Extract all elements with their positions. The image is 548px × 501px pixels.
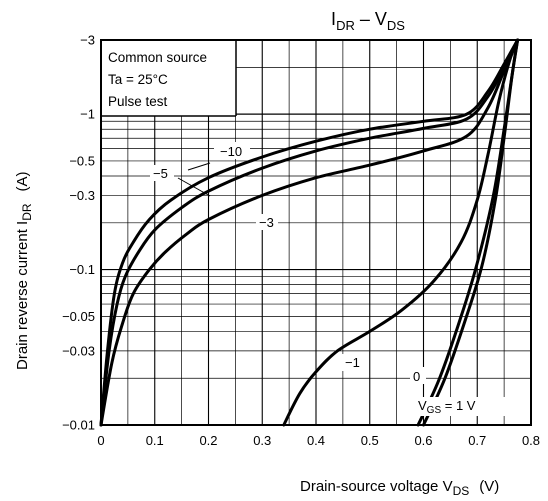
label-bg-0 <box>410 367 426 384</box>
label-bg-vgs <box>414 397 522 416</box>
leader-minus5 <box>177 177 211 197</box>
vgs-rest: = 1 V <box>441 398 476 413</box>
title-mid: – V <box>355 9 387 29</box>
x-tick-label: 0.2 <box>199 433 217 448</box>
label-bg-m1 <box>340 354 364 371</box>
conditions-box <box>101 40 236 116</box>
x-tick-label: 0.3 <box>253 433 271 448</box>
y-tick-label: −0.3 <box>69 188 95 203</box>
label-bg-m5 <box>150 165 174 181</box>
series-curve-0 <box>99 38 520 427</box>
x-tick-label: 0.4 <box>307 433 325 448</box>
curve-labels: −10 −5 −3 −1 0 VGS = 1 V <box>150 142 522 416</box>
y-tick-label: −0.1 <box>69 262 95 277</box>
series-curve-3 <box>282 38 520 427</box>
y-tick-label: −0.5 <box>69 153 95 168</box>
label-bg-m10 <box>214 142 250 159</box>
x-tick-label: 0.7 <box>468 433 486 448</box>
y-tick-label: −0.01 <box>62 418 95 433</box>
x-axis-label-unit: (V) <box>479 478 499 495</box>
curve-label-minus10: −10 <box>220 144 242 159</box>
curve-label-minus1: −1 <box>345 355 360 370</box>
y-tick-label: −3 <box>80 33 95 48</box>
condition-line-1: Common source <box>108 50 207 65</box>
leader-minus10 <box>187 162 211 171</box>
curve-label-0: 0 <box>413 369 420 384</box>
x-tick-labels: 0 0.1 0.2 0.3 0.4 0.5 0.6 0.7 0.8 <box>97 433 540 448</box>
vgs-sub: GS <box>427 405 442 416</box>
series-curve-1 <box>99 38 520 427</box>
curve-label-minus3: −3 <box>259 215 274 230</box>
series-curve-5 <box>422 38 520 427</box>
x-tick-label: 0 <box>97 433 104 448</box>
title-main: I <box>331 9 336 29</box>
y-tick-label: −1 <box>80 107 95 122</box>
series-curve-2 <box>99 38 520 427</box>
y-axis-label-main: Drain reverse current I <box>14 221 31 370</box>
y-axis-label: Drain reverse current IDR (A) <box>14 171 34 370</box>
title-sub1: DR <box>336 18 355 33</box>
y-tick-labels: −0.01 −0.03 −0.05 −0.1 −0.3 −0.5 −1 −3 <box>62 33 95 433</box>
y-axis-label-unit: (A) <box>14 171 31 191</box>
curves <box>99 38 520 427</box>
curve-label-vgs: VGS = 1 V <box>418 398 476 416</box>
condition-line-2: Ta = 25°C <box>108 72 168 87</box>
x-tick-label: 0.6 <box>414 433 432 448</box>
y-axis-label-sub: DR <box>20 203 34 221</box>
y-tick-label: −0.03 <box>62 343 95 358</box>
x-tick-label: 0.8 <box>522 433 540 448</box>
series-curve-4 <box>416 38 520 427</box>
label-bg-m3 <box>256 214 278 230</box>
title-sub2: DS <box>387 18 405 33</box>
chart-title: IDR – VDS <box>331 9 405 33</box>
plot-frame <box>100 39 532 426</box>
x-axis-label-main: Drain-source voltage V <box>300 478 453 495</box>
curve-label-minus5: −5 <box>153 166 168 181</box>
condition-line-3: Pulse test <box>108 94 168 109</box>
x-tick-label: 0.1 <box>146 433 164 448</box>
x-axis-label-sub: DS <box>453 484 470 498</box>
x-tick-label: 0.5 <box>361 433 379 448</box>
vgs-main: V <box>418 398 427 413</box>
x-axis-label: Drain-source voltage VDS (V) <box>300 478 499 498</box>
y-tick-label: −0.05 <box>62 309 95 324</box>
